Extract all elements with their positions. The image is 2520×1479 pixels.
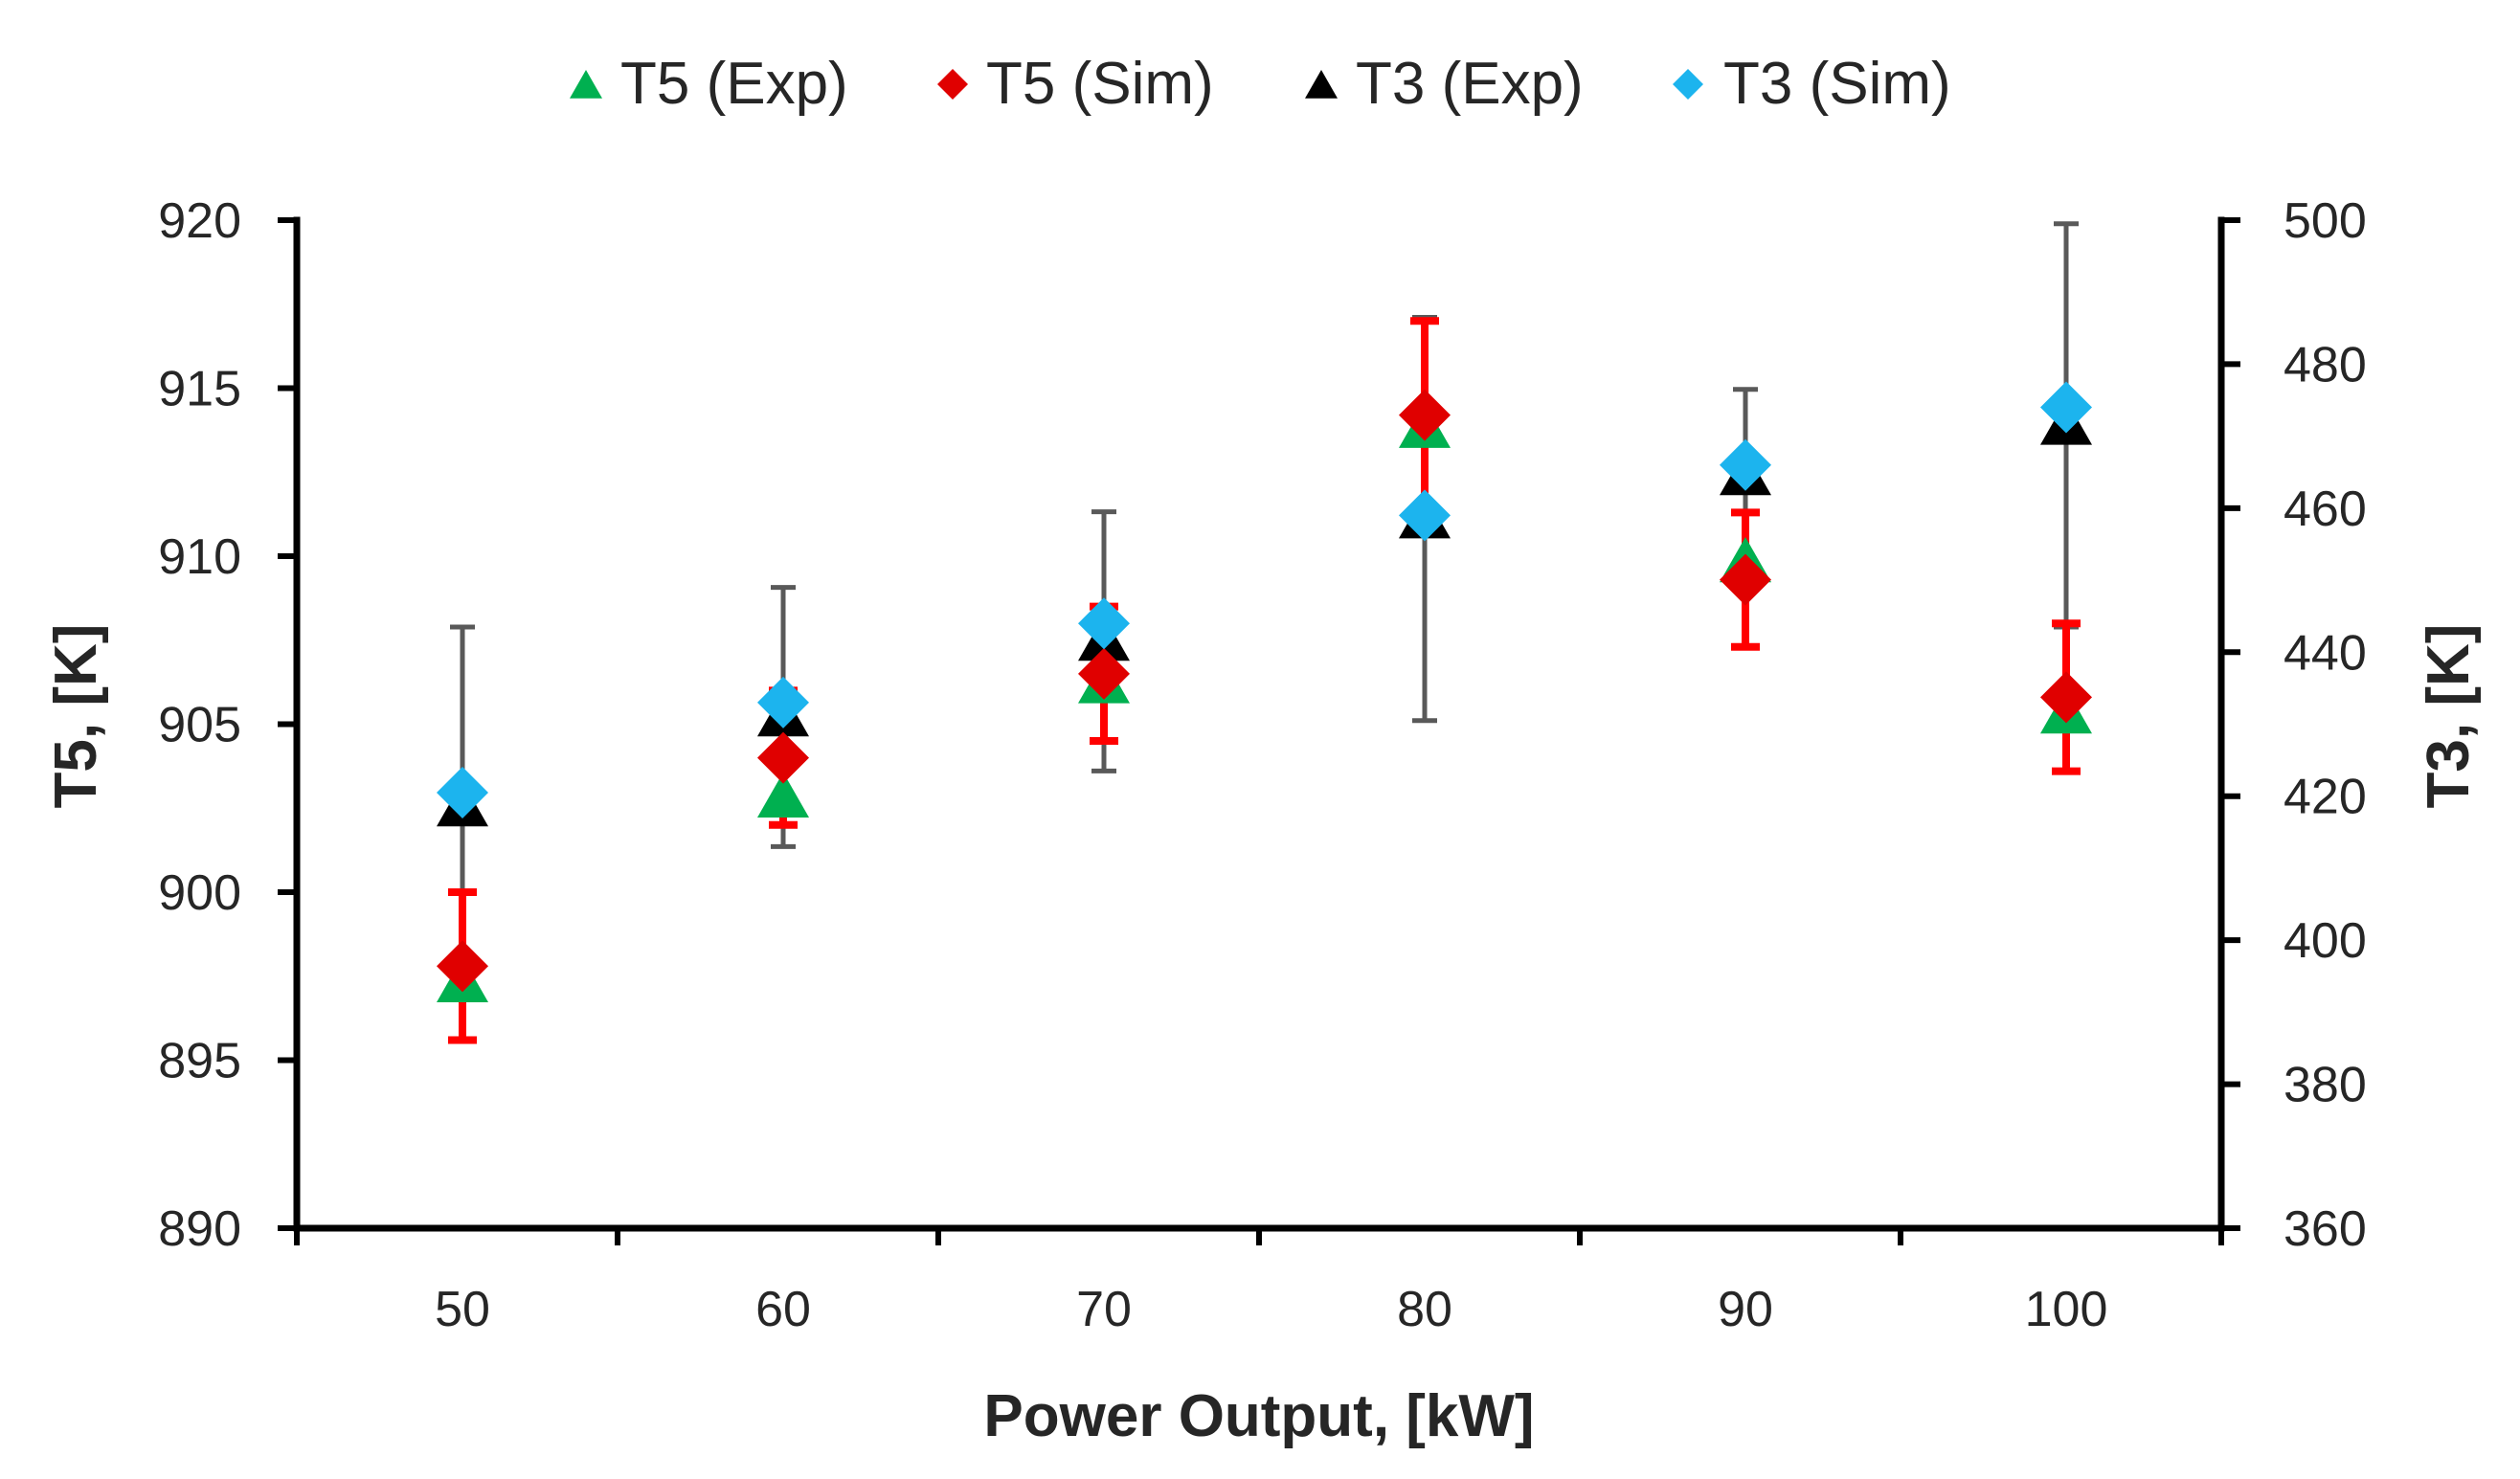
x-tick-label: 50	[435, 1282, 490, 1337]
legend: T5 (Exp) T5 (Sim) T3 (Exp) T3 (Sim)	[570, 51, 1951, 117]
x-tick-label: 90	[1718, 1282, 1773, 1337]
y-right-tick-label: 400	[2284, 913, 2367, 969]
y-right-tick-label: 360	[2284, 1201, 2367, 1257]
legend-marker	[570, 70, 602, 99]
y-left-tick-label: 915	[158, 362, 241, 417]
legend-marker	[1305, 70, 1338, 99]
y-right-tick-label: 460	[2284, 482, 2367, 537]
data-markers	[437, 381, 2092, 1003]
marker-t5sim	[1399, 389, 1451, 441]
y-left-tick-label: 905	[158, 698, 241, 753]
legend-item-t5sim: T5 (Sim)	[937, 51, 1214, 117]
legend-label: T3 (Sim)	[1723, 51, 1951, 117]
y-left-tick-label: 900	[158, 865, 241, 921]
x-tick-label: 70	[1076, 1282, 1132, 1337]
legend-label: T3 (Exp)	[1356, 51, 1584, 117]
x-tick-label: 100	[2025, 1282, 2108, 1337]
y-right-tick-label: 500	[2284, 193, 2367, 249]
marker-t3sim	[1078, 597, 1130, 650]
y-left-tick-label: 910	[158, 529, 241, 585]
marker-t5exp	[757, 772, 809, 818]
legend-label: T5 (Exp)	[620, 51, 848, 117]
legend-label: T5 (Sim)	[986, 51, 1214, 117]
legend-marker	[937, 69, 968, 100]
y-axis-left-title: T5, [K]	[43, 624, 109, 809]
marker-t5sim	[757, 731, 809, 784]
y-left-tick-label: 890	[158, 1201, 241, 1257]
legend-item-t5exp: T5 (Exp)	[570, 51, 848, 117]
axes: 890 895 900 905 910 915 920 360 380 400 420 440 460 4…	[158, 193, 2367, 1337]
marker-t3sim	[437, 766, 488, 818]
y-axis-right-title: T3, [K]	[2416, 624, 2482, 809]
y-right-tick-label: 440	[2284, 625, 2367, 681]
marker-t3sim	[1720, 438, 1771, 491]
marker-t3sim	[2040, 381, 2092, 434]
legend-item-t3exp: T3 (Exp)	[1305, 51, 1584, 117]
legend-item-t3sim: T3 (Sim)	[1673, 51, 1951, 117]
x-tick-label: 80	[1397, 1282, 1452, 1337]
marker-t5sim	[2040, 671, 2092, 724]
legend-marker	[1673, 69, 1703, 100]
marker-t3sim	[757, 676, 809, 728]
y-left-tick-label: 920	[158, 193, 241, 249]
marker-t5sim	[437, 940, 488, 993]
y-left-tick-label: 895	[158, 1034, 241, 1089]
marker-t5sim	[1078, 647, 1130, 700]
y-right-tick-label: 480	[2284, 337, 2367, 392]
marker-t5sim	[1720, 553, 1771, 606]
x-axis-title: Power Output, [kW]	[983, 1383, 1534, 1449]
y-right-tick-label: 380	[2284, 1058, 2367, 1113]
error-bars	[448, 221, 2081, 1044]
marker-t3sim	[1399, 489, 1451, 542]
y-right-tick-label: 420	[2284, 770, 2367, 825]
x-tick-label: 60	[755, 1282, 811, 1337]
